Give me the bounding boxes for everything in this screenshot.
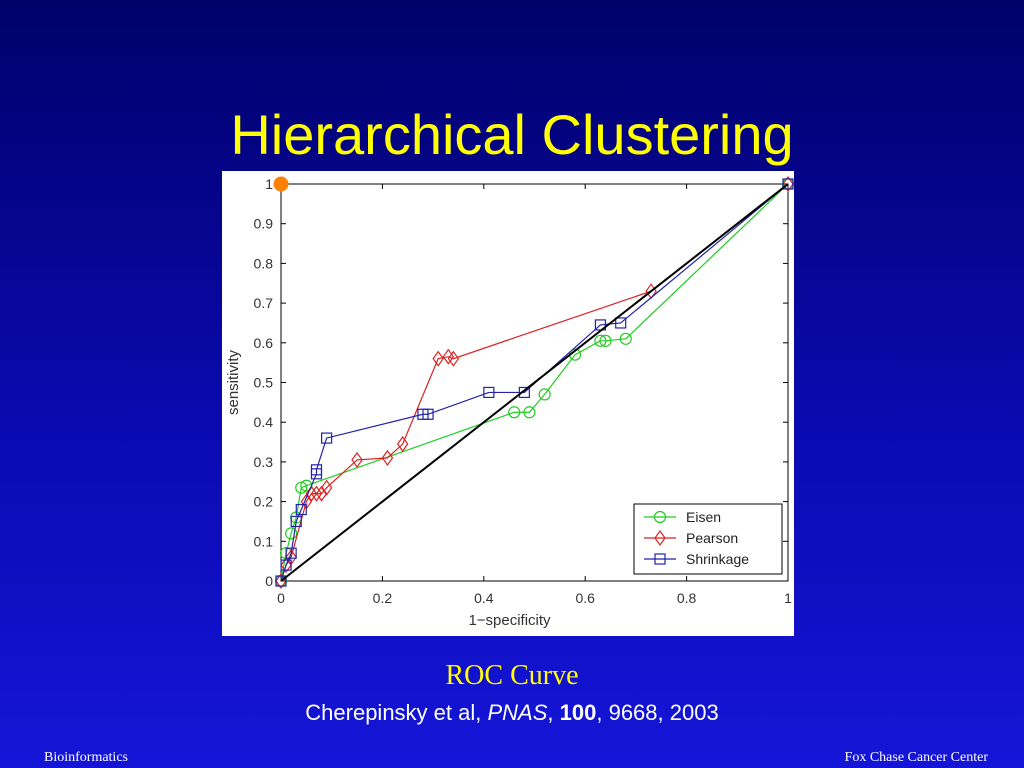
data-point-eisen <box>295 481 308 494</box>
series-line-pearson <box>280 183 789 582</box>
data-point-eisen <box>508 406 521 419</box>
roc-chart: 0 0.2 0.4 0.6 0.8 1 0 0.1 0.2 0.3 0.4 0.5 0.6 0.7 0.8 0… <box>222 171 794 636</box>
citation-authors: Cherepinsky et al, <box>305 700 488 725</box>
data-point-pearson <box>351 451 363 468</box>
data-point-pearson <box>381 449 394 466</box>
citation: Cherepinsky et al, PNAS, 100, 9668, 2003 <box>0 700 1024 726</box>
data-point-pearson <box>782 175 794 193</box>
x-tick-label: 0.6 <box>575 590 595 606</box>
data-point-pearson <box>396 436 409 453</box>
diagonal-reference-line <box>280 183 789 582</box>
data-point-pearson <box>432 350 444 367</box>
data-point-shrinkage <box>518 386 530 399</box>
data-point-shrinkage <box>615 317 627 329</box>
data-point-eisen <box>523 406 536 419</box>
data-point-pearson <box>305 485 318 502</box>
y-tick-label: 0.6 <box>254 335 274 351</box>
footer-left: Bioinformatics <box>44 750 128 765</box>
legend-box <box>633 503 783 575</box>
figure-caption: ROC Curve <box>445 660 579 691</box>
data-point-shrinkage <box>290 515 302 528</box>
x-tick-label: 0.4 <box>474 590 494 606</box>
data-point-pearson <box>310 485 323 502</box>
data-point-shrinkage <box>285 547 297 559</box>
data-point-eisen <box>594 334 607 347</box>
y-tick-label: 1 <box>265 176 273 192</box>
y-tick-label: 0.8 <box>254 255 274 271</box>
citation-volume: 100 <box>559 700 597 725</box>
y-tick-label: 0 <box>265 573 273 589</box>
data-point-shrinkage <box>275 575 287 587</box>
legend-label-shrinkage: Shrinkage <box>686 551 749 567</box>
legend-marker-pearson <box>654 529 666 547</box>
x-axis-label: 1−specificity <box>468 612 551 629</box>
data-point-shrinkage <box>295 503 307 516</box>
data-point-shrinkage <box>422 408 434 420</box>
y-tick-label: 0.9 <box>254 216 274 232</box>
x-tick-label: 0.2 <box>373 590 393 606</box>
data-point-eisen <box>285 527 298 540</box>
data-point-shrinkage <box>782 178 794 190</box>
y-tick-label: 0.3 <box>254 454 274 470</box>
y-tick-label: 0.4 <box>254 414 274 430</box>
data-point-pearson <box>320 479 333 496</box>
x-tick-label: 0 <box>277 590 285 606</box>
data-point-pearson <box>447 350 460 367</box>
data-point-eisen <box>619 332 632 345</box>
data-point-eisen <box>538 388 551 401</box>
footer-right: Fox Chase Cancer Center <box>844 750 988 765</box>
data-point-shrinkage <box>280 559 292 571</box>
slide-title: Hierarchical Clustering <box>230 103 794 166</box>
citation-separator: , <box>547 700 560 725</box>
legend-marker-shrinkage <box>654 553 666 565</box>
y-axis-label: sensitivity <box>225 349 242 415</box>
data-point-eisen <box>599 334 612 347</box>
series-line-shrinkage <box>280 183 789 582</box>
legend-label-eisen: Eisen <box>686 509 721 525</box>
citation-rest: , 9668, 2003 <box>596 700 719 725</box>
y-tick-label: 0.5 <box>254 375 274 391</box>
legend-label-pearson: Pearson <box>686 530 738 546</box>
perfect-classifier-marker <box>273 176 289 192</box>
data-point-pearson <box>280 557 292 574</box>
data-point-shrinkage <box>310 464 323 476</box>
x-tick-label: 0.8 <box>677 590 697 606</box>
series-line-eisen <box>280 183 789 582</box>
data-point-shrinkage <box>483 386 495 399</box>
roc-chart-svg: 0 0.2 0.4 0.6 0.8 1 0 0.1 0.2 0.3 0.4 0.5 0.6 0.7 0.8 0… <box>225 175 794 629</box>
y-tick-label: 0.7 <box>254 295 274 311</box>
legend-marker-eisen <box>653 510 667 524</box>
data-point-shrinkage <box>321 432 333 444</box>
citation-journal: PNAS <box>487 700 548 725</box>
y-tick-label: 0.2 <box>254 494 274 510</box>
y-tick-label: 0.1 <box>254 533 274 549</box>
x-tick-label: 1 <box>784 590 792 606</box>
